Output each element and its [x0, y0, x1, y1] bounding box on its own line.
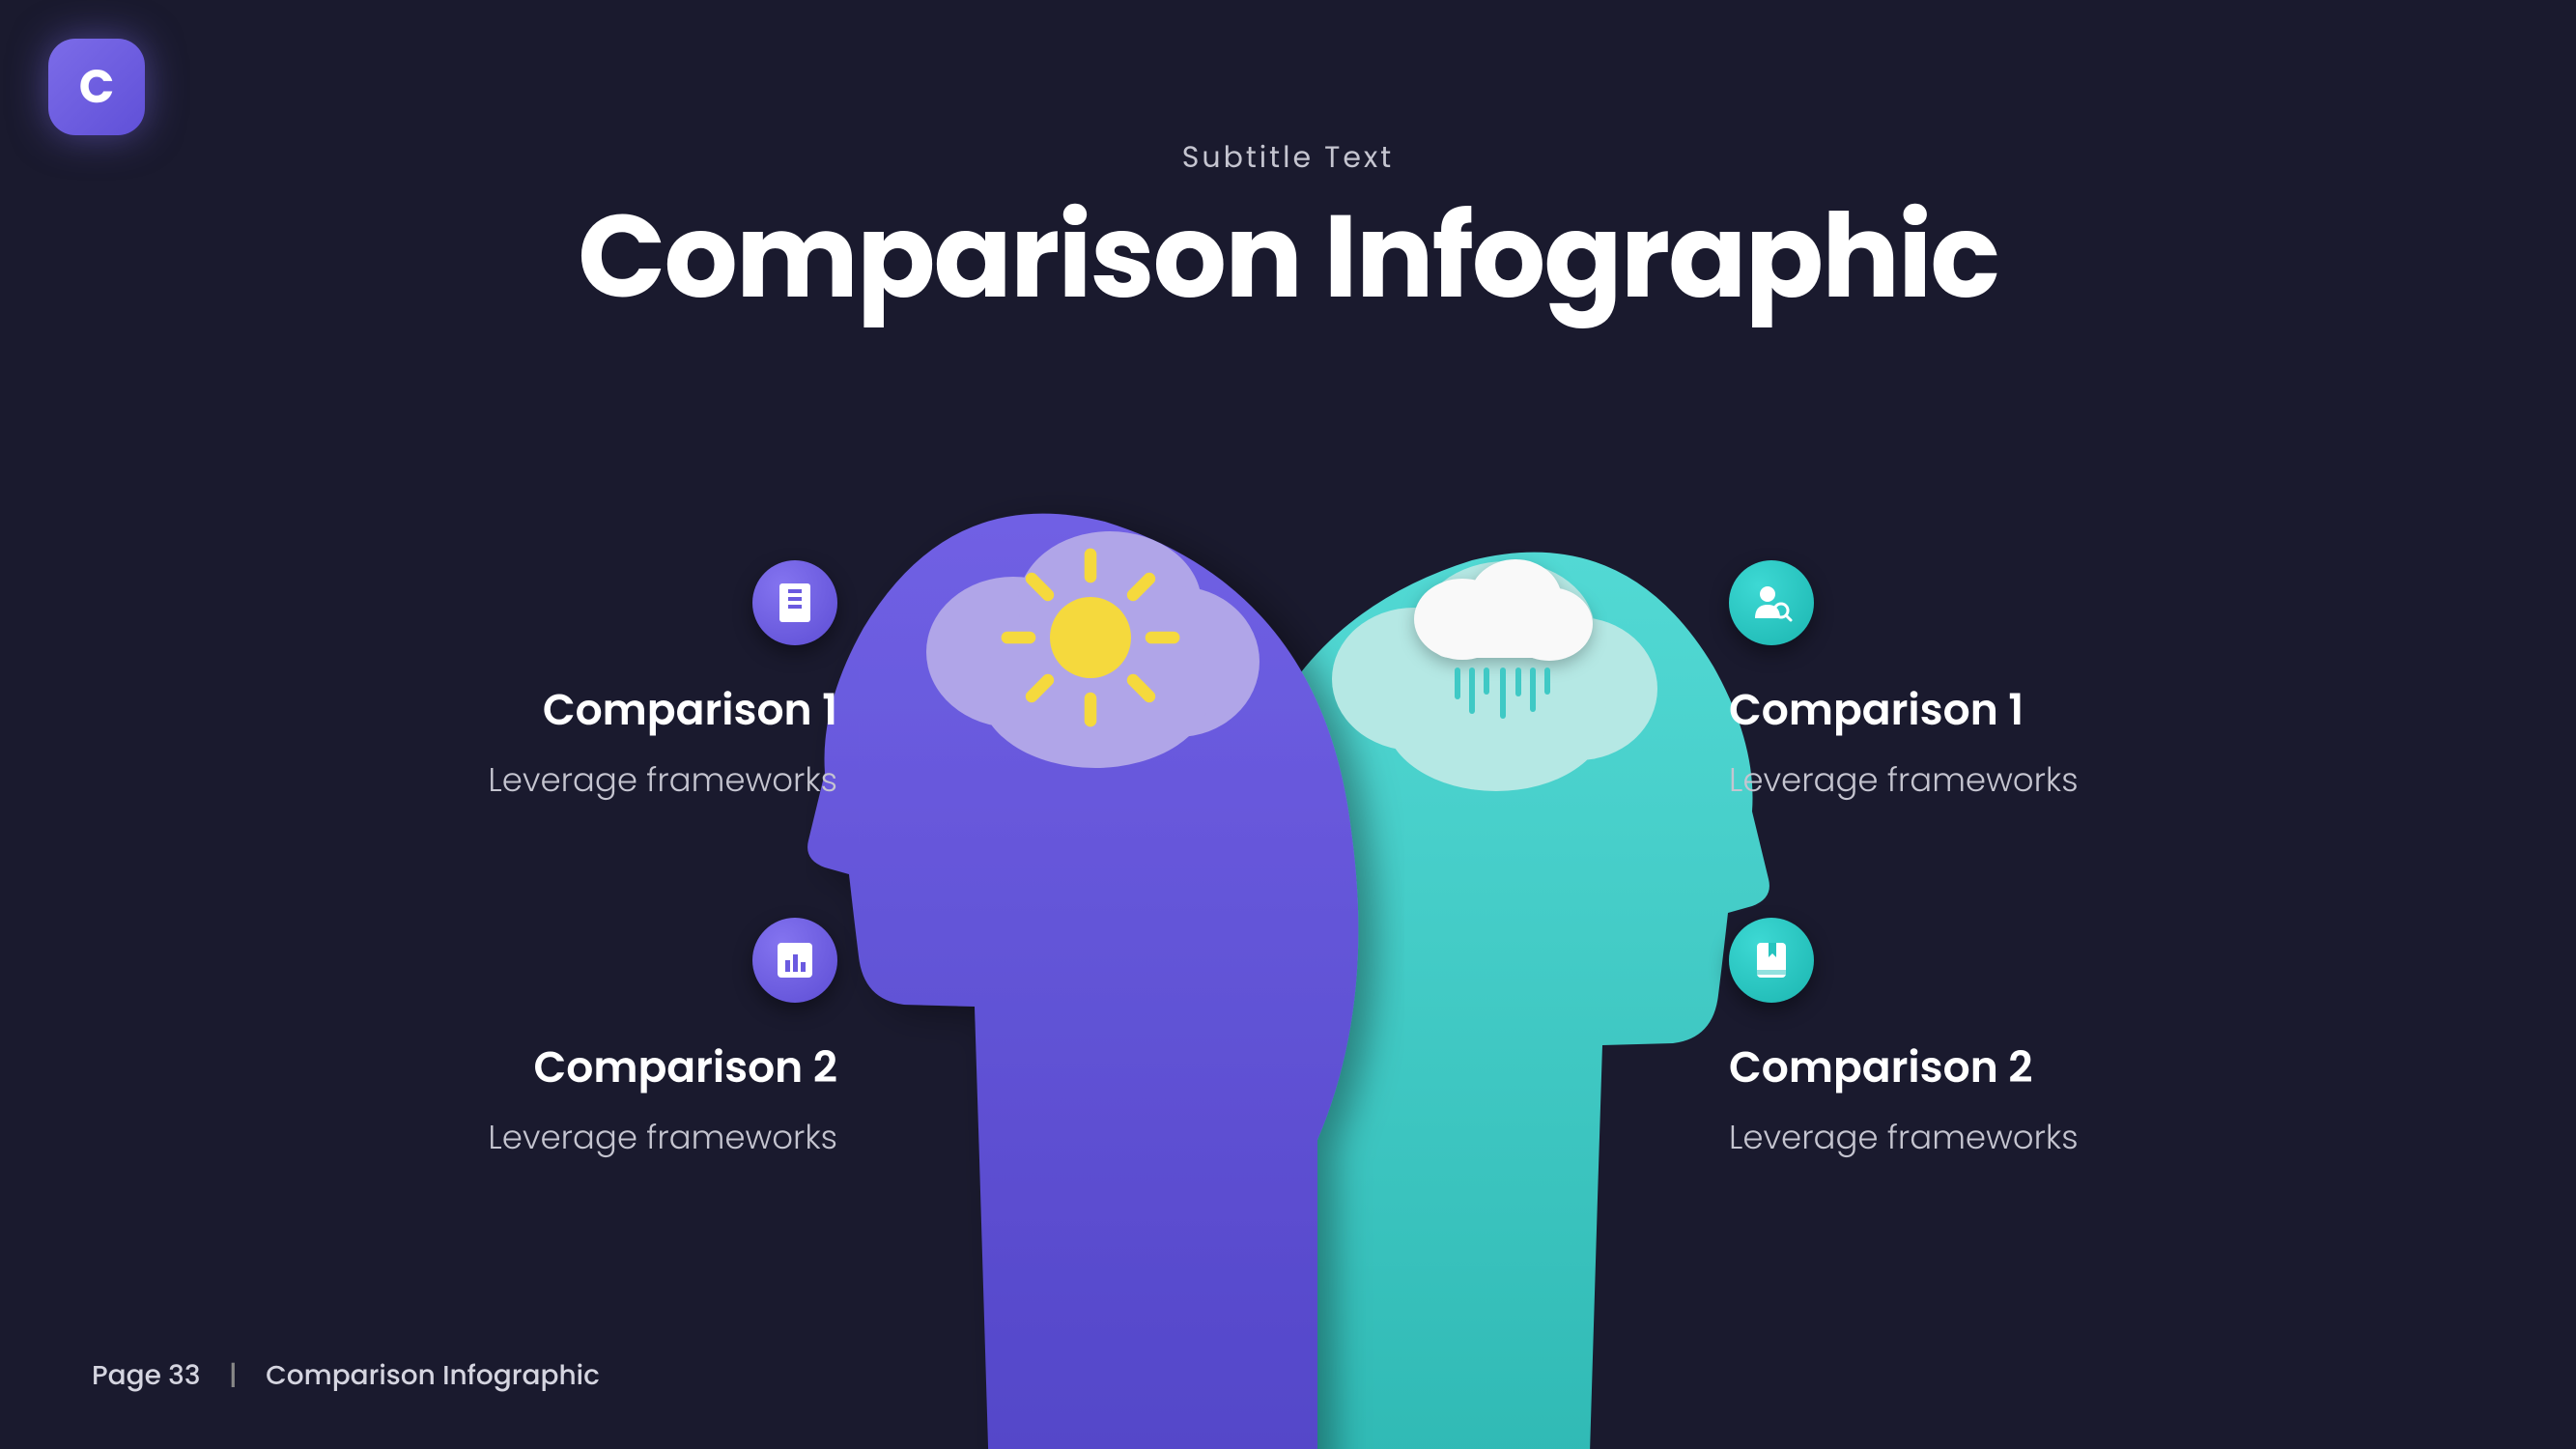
person-search-icon [1729, 560, 1814, 645]
sun-icon [989, 536, 1192, 739]
logo-letter: C [79, 52, 115, 122]
item-title: Comparison 1 [1729, 679, 2212, 742]
item-title: Comparison 1 [354, 679, 837, 742]
right-item-1: Comparison 1 Leverage frameworks [1729, 560, 2212, 805]
left-item-1: Comparison 1 Leverage frameworks [354, 560, 837, 805]
left-item-2: Comparison 2 Leverage frameworks [354, 918, 837, 1162]
brain-right [1317, 539, 1675, 807]
book-icon [1729, 918, 1814, 1003]
item-desc: Leverage frameworks [354, 755, 837, 805]
item-title: Comparison 2 [1729, 1037, 2212, 1099]
right-item-2: Comparison 2 Leverage frameworks [1729, 918, 2212, 1162]
heads-illustration [757, 464, 1820, 1449]
item-desc: Leverage frameworks [354, 1113, 837, 1162]
rain-cloud-icon [1385, 547, 1607, 740]
footer: Page 33 | Comparison Infographic [92, 1355, 600, 1396]
logo-badge: C [48, 39, 145, 135]
footer-separator: | [229, 1356, 238, 1394]
footer-section: Comparison Infographic [266, 1356, 600, 1394]
brain-left [907, 507, 1274, 784]
item-desc: Leverage frameworks [1729, 1113, 2212, 1162]
page-number: Page 33 [92, 1356, 200, 1394]
chart-icon [752, 918, 837, 1003]
item-desc: Leverage frameworks [1729, 755, 2212, 805]
item-title: Comparison 2 [354, 1037, 837, 1099]
page-title: Comparison Infographic [578, 169, 1998, 343]
archive-icon [752, 560, 837, 645]
